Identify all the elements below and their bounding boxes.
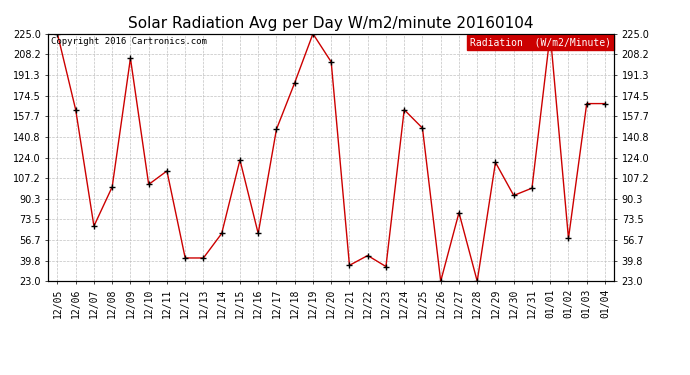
Title: Solar Radiation Avg per Day W/m2/minute 20160104: Solar Radiation Avg per Day W/m2/minute … bbox=[128, 16, 534, 31]
Text: Copyright 2016 Cartronics.com: Copyright 2016 Cartronics.com bbox=[51, 38, 207, 46]
Text: Radiation  (W/m2/Minute): Radiation (W/m2/Minute) bbox=[471, 38, 611, 48]
